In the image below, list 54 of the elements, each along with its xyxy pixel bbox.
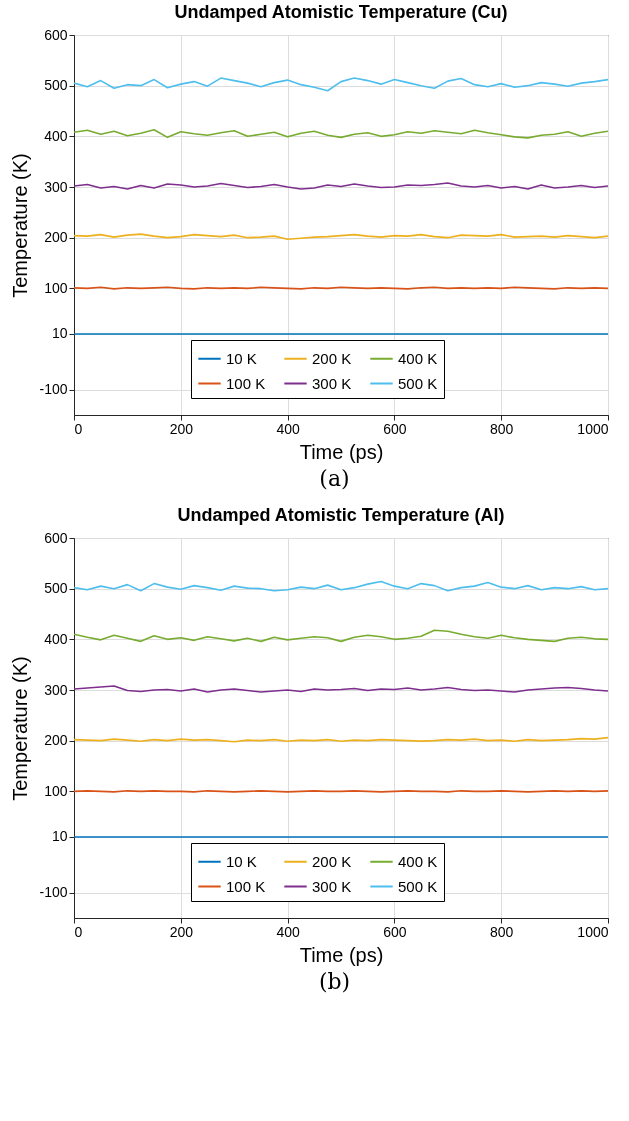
y-tick-label: 100 xyxy=(44,279,68,296)
legend-label: 100 K xyxy=(226,877,266,895)
y-tick-label: 300 xyxy=(44,178,68,195)
x-tick-label: 600 xyxy=(383,420,407,437)
x-tick-label: 400 xyxy=(276,420,300,437)
x-tick-label: 0 xyxy=(74,420,83,437)
text: (b) xyxy=(317,969,352,994)
y-tick-label: 600 xyxy=(44,529,68,546)
legend-label: 500 K xyxy=(398,374,438,392)
x-tick-label: 1000 xyxy=(577,923,609,940)
chart-title: Undamped Atomistic Temperature (Cu) xyxy=(174,2,508,22)
y-tick-label: 600 xyxy=(44,26,68,43)
legend-label: 10 K xyxy=(226,349,257,367)
x-tick-label: 200 xyxy=(169,923,194,940)
legend-label: 400 K xyxy=(398,852,438,870)
legend-label: 10 K xyxy=(226,852,257,870)
legend-label: 400 K xyxy=(398,349,438,367)
chart-title: Undamped Atomistic Temperature (Al) xyxy=(177,505,505,525)
y-tick-label: -100 xyxy=(39,381,68,398)
x-tick-label: 1000 xyxy=(577,420,609,437)
line-series xyxy=(74,77,608,92)
line-series xyxy=(74,128,608,139)
y-tick-label: 500 xyxy=(44,77,68,94)
legend-label: 200 K xyxy=(312,852,352,870)
x-axis-title: Time (ps) xyxy=(299,943,384,966)
line-series xyxy=(74,685,608,693)
y-axis-title: Temperature (K) xyxy=(9,153,32,298)
line-series xyxy=(74,580,608,592)
y-tick-label: 10 xyxy=(51,325,68,342)
x-tick-label: 400 xyxy=(276,923,300,940)
y-axis-title: Temperature (K) xyxy=(9,656,32,801)
line-series xyxy=(74,629,608,643)
y-tick-label: -100 xyxy=(39,884,68,901)
x-tick-label: 0 xyxy=(74,923,83,940)
x-tick-label: 800 xyxy=(490,420,514,437)
x-tick-label: 200 xyxy=(169,420,194,437)
legend-label: 500 K xyxy=(398,877,438,895)
x-tick-label: 800 xyxy=(490,923,514,940)
y-tick-label: 300 xyxy=(44,681,68,698)
y-tick-label: 500 xyxy=(44,580,68,597)
legend-label: 300 K xyxy=(312,374,352,392)
x-tick-label: 600 xyxy=(383,923,407,940)
y-tick-label: 400 xyxy=(44,630,68,647)
legend-label: 100 K xyxy=(226,374,266,392)
text: (a) xyxy=(318,466,351,491)
y-tick-label: 200 xyxy=(44,229,68,246)
y-tick-label: 100 xyxy=(44,782,68,799)
y-tick-label: 400 xyxy=(44,127,68,144)
y-tick-label: 10 xyxy=(51,828,68,845)
legend-label: 300 K xyxy=(312,877,352,895)
legend-label: 200 K xyxy=(312,349,352,367)
line-series xyxy=(74,182,608,190)
x-axis-title: Time (ps) xyxy=(299,440,384,463)
y-tick-label: 200 xyxy=(44,732,68,749)
